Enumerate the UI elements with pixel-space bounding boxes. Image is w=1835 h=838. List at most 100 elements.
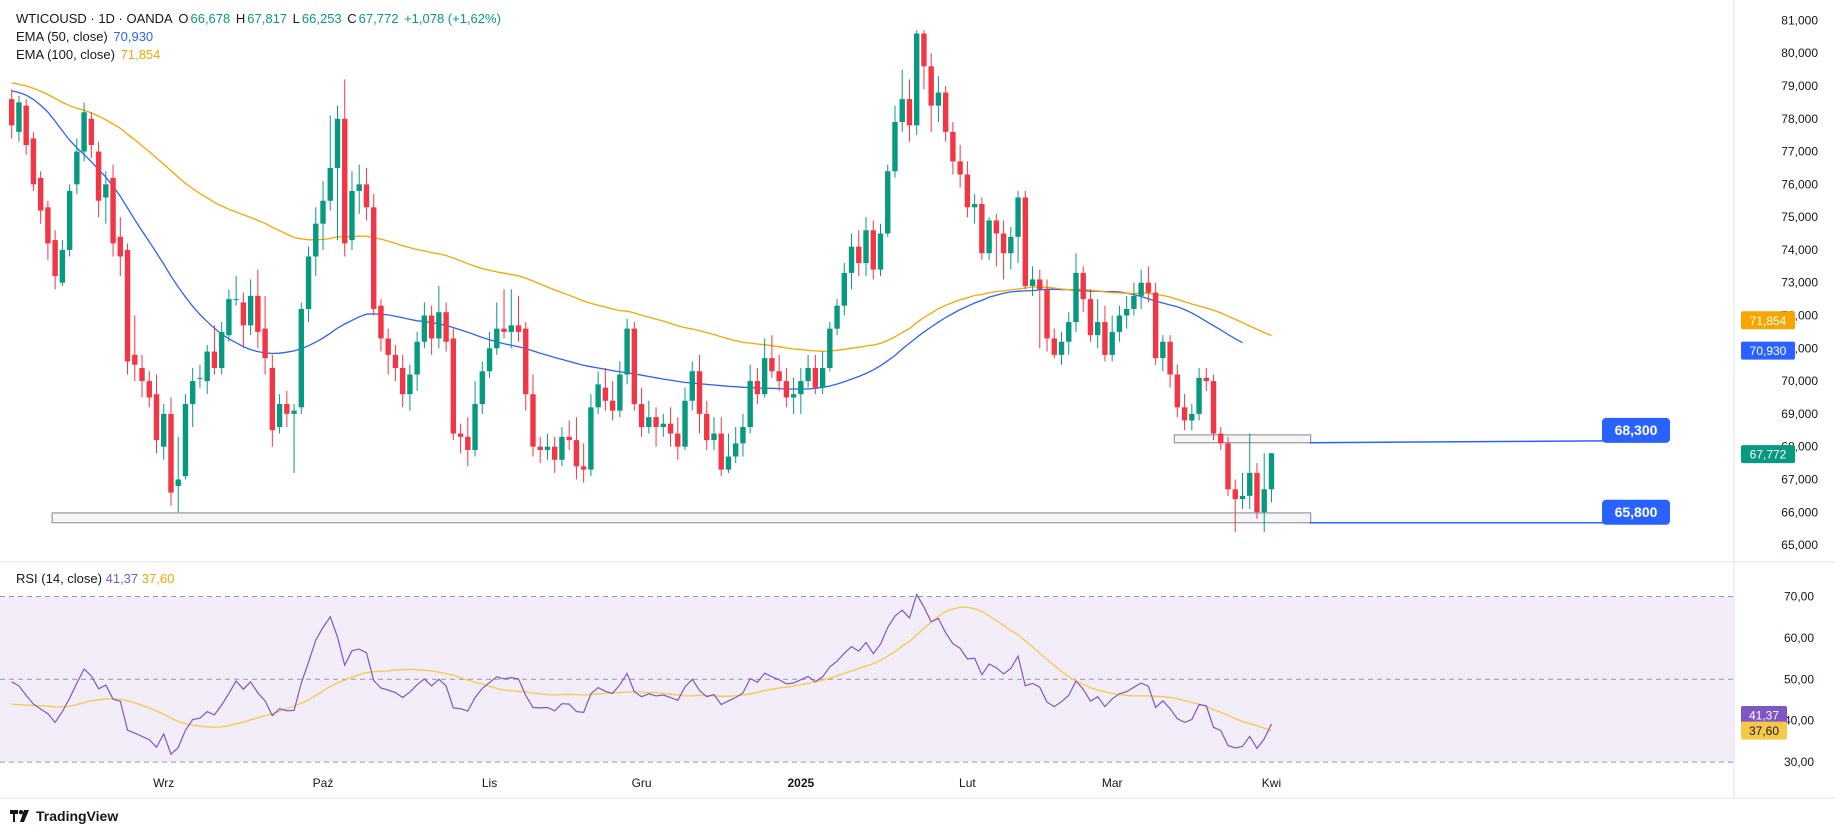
candle-body (89, 119, 94, 145)
candle-body (733, 443, 738, 456)
price-tick-label: 80,000 (1781, 46, 1818, 60)
candle-body (834, 306, 839, 329)
candle-body (791, 394, 796, 397)
candle-body (96, 152, 101, 201)
candle-body (364, 184, 369, 207)
candle (632, 322, 637, 411)
change-value: +1,078 (+1,62%) (404, 11, 501, 26)
candle-body (407, 375, 412, 395)
candle-body (436, 312, 441, 338)
candle-body (1247, 473, 1252, 496)
candle (183, 394, 188, 479)
rsi-value-text: 37,60 (1749, 724, 1779, 738)
candle-body (1124, 309, 1129, 316)
candle-body (856, 247, 861, 263)
candle-body (52, 240, 57, 276)
candle-body (842, 273, 847, 306)
tradingview-logo[interactable]: TradingView (10, 808, 118, 824)
candle-body (501, 329, 506, 332)
candle-body (776, 371, 781, 381)
price-tick-label: 70,000 (1781, 374, 1818, 388)
candle-body (38, 178, 43, 211)
candle-body (588, 407, 593, 469)
candle (1211, 375, 1216, 441)
candle-body (233, 299, 238, 300)
candle-body (480, 371, 485, 404)
candle-body (798, 381, 803, 394)
time-tick-label: Kwi (1262, 776, 1281, 790)
candle (31, 132, 36, 191)
price-tick-label: 65,000 (1781, 538, 1818, 552)
candle (299, 302, 304, 413)
candle-body (1160, 342, 1165, 358)
candle-body (378, 306, 383, 339)
candle-body (1211, 381, 1216, 433)
candle-body (147, 381, 152, 397)
price-tick-label: 78,000 (1781, 112, 1818, 126)
candle-body (581, 466, 586, 469)
candle (125, 243, 130, 374)
candle-body (871, 230, 876, 269)
price-tick-label: 81,000 (1781, 13, 1818, 27)
candle (67, 184, 72, 256)
candle (1225, 437, 1230, 496)
time-tick-label: Lut (959, 776, 976, 790)
candle-body (697, 371, 702, 414)
candle-body (711, 434, 716, 441)
candle-body (914, 34, 919, 126)
candle-body (747, 381, 752, 427)
candle-body (241, 302, 246, 325)
price-tick-label: 75,000 (1781, 210, 1818, 224)
candle-body (632, 329, 637, 404)
candle-body (907, 99, 912, 125)
candle-body (603, 388, 608, 401)
candle-body (509, 325, 514, 332)
candle-body (299, 309, 304, 407)
candle-body (226, 299, 231, 335)
candle-body (429, 316, 434, 339)
candle-body (610, 401, 615, 411)
candle-body (270, 368, 275, 430)
candle-body (67, 191, 72, 250)
time-tick-label: Mar (1102, 776, 1123, 790)
time-tick-label: Paź (313, 776, 334, 790)
candle-body (1066, 322, 1071, 342)
candle-body (248, 296, 253, 326)
close-label: C (347, 11, 356, 26)
candle-body (972, 204, 977, 207)
candle-body (595, 384, 600, 407)
price-label-badge: 67,772 (1741, 445, 1795, 463)
candle-body (1073, 273, 1078, 322)
candle-body (487, 348, 492, 371)
candle-body (878, 234, 883, 270)
candle-body (313, 224, 318, 257)
candle-body (1015, 197, 1020, 236)
callout-text: 65,800 (1615, 504, 1658, 520)
rsi-legend[interactable]: RSI (14, close) 41,37 37,60 (16, 571, 174, 586)
candle-body (342, 119, 347, 244)
candle (624, 319, 629, 385)
candle-body (892, 122, 897, 171)
candle (1023, 191, 1028, 289)
candle-body (465, 437, 470, 450)
candle (914, 30, 919, 135)
ema50-legend[interactable]: EMA (50, close) 70,930 (16, 28, 155, 45)
candle-body (639, 404, 644, 427)
price-tick-label: 77,000 (1781, 145, 1818, 159)
candle-body (957, 161, 962, 174)
candle-body (118, 237, 123, 257)
candle-body (784, 381, 789, 397)
candle-body (262, 329, 267, 359)
ema100-legend[interactable]: EMA (100, close) 71,854 (16, 46, 162, 63)
candle-body (1044, 289, 1049, 338)
candle-body (928, 66, 933, 105)
high-label: H (236, 11, 245, 26)
candle-body (668, 424, 673, 434)
symbol-title[interactable]: WTICOUSD · 1D · OANDA (16, 11, 173, 26)
candle-body (1182, 407, 1187, 420)
candle-body (1218, 434, 1223, 444)
candle-body (653, 417, 658, 427)
candle-body (385, 338, 390, 354)
